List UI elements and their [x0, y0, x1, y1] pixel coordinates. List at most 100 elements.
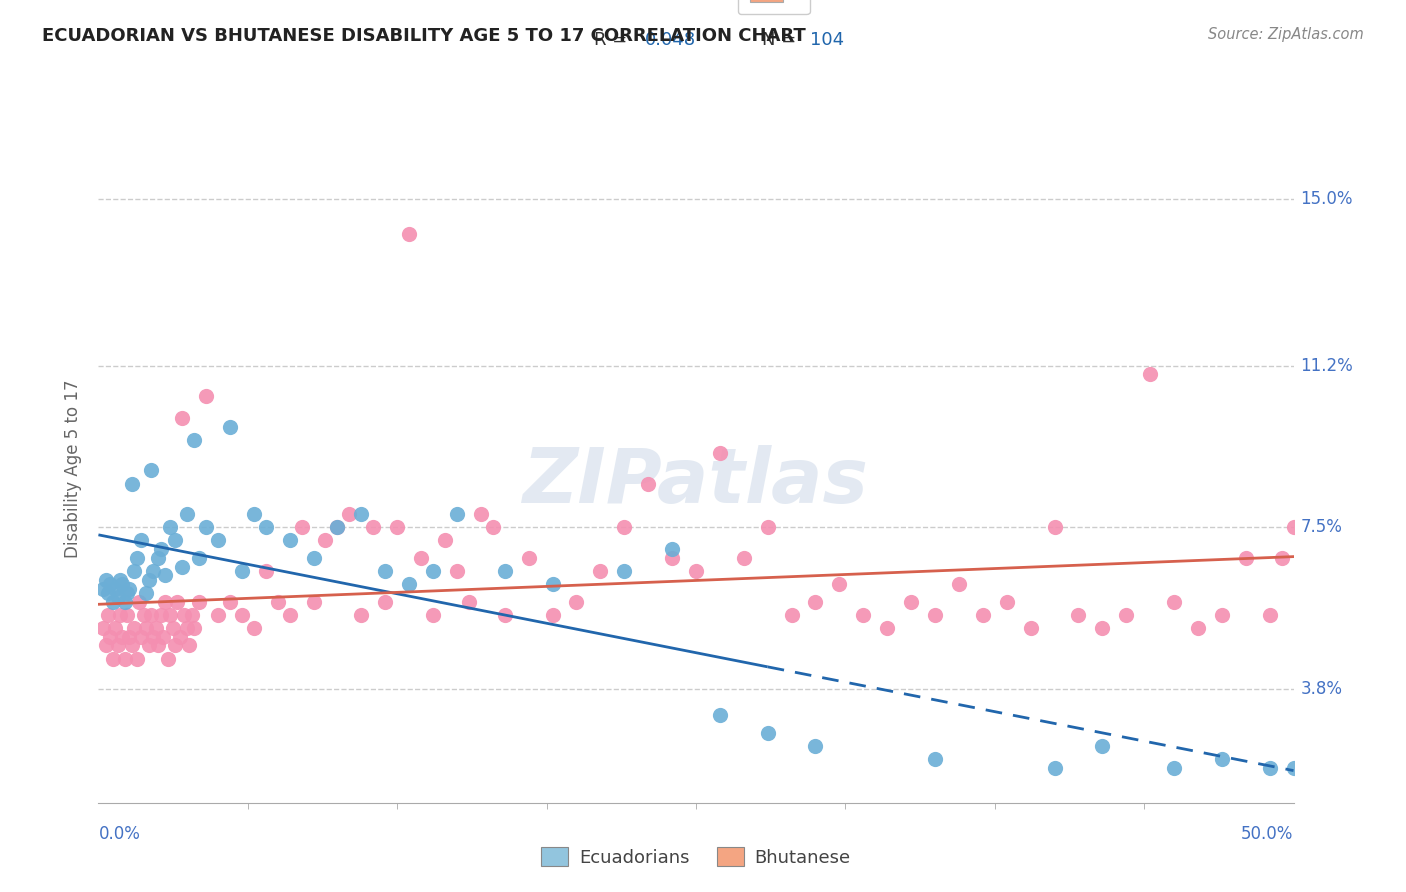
Point	[172, 559, 194, 574]
Point	[876, 621, 898, 635]
Point	[145, 621, 167, 635]
Point	[613, 520, 636, 534]
Point	[1139, 368, 1161, 382]
Point	[685, 564, 707, 578]
Point	[780, 607, 803, 622]
Point	[398, 577, 420, 591]
Point	[107, 591, 129, 605]
Point	[1258, 607, 1281, 622]
Point	[457, 595, 479, 609]
Point	[1234, 550, 1257, 565]
Point	[194, 389, 217, 403]
Point	[350, 607, 373, 622]
Point	[1067, 607, 1090, 622]
Point	[661, 550, 683, 565]
Point	[187, 550, 209, 565]
Point	[326, 520, 349, 534]
Point	[159, 520, 181, 534]
Point	[254, 564, 277, 578]
Point	[804, 739, 827, 753]
Point	[374, 595, 396, 609]
Point	[517, 550, 540, 565]
Point	[374, 564, 396, 578]
Point	[219, 595, 242, 609]
Point	[337, 507, 360, 521]
Point	[1019, 621, 1042, 635]
Point	[98, 577, 122, 591]
Point	[131, 630, 153, 644]
Point	[1271, 550, 1294, 565]
Point	[231, 607, 253, 622]
Point	[163, 639, 186, 653]
Point	[107, 639, 129, 653]
Point	[207, 607, 229, 622]
Point	[1187, 621, 1209, 635]
Point	[139, 607, 162, 622]
Point	[135, 621, 157, 635]
Point	[111, 577, 134, 591]
Point	[828, 577, 851, 591]
Point	[94, 573, 117, 587]
Point	[219, 419, 242, 434]
Point	[207, 533, 229, 548]
Point	[97, 586, 120, 600]
Point	[114, 595, 136, 609]
Point	[1115, 607, 1137, 622]
Point	[139, 463, 162, 477]
Point	[900, 595, 922, 609]
Text: Source: ZipAtlas.com: Source: ZipAtlas.com	[1208, 27, 1364, 42]
Point	[242, 621, 264, 635]
Point	[104, 582, 127, 596]
Point	[278, 533, 301, 548]
Point	[1211, 752, 1233, 766]
Point	[481, 520, 505, 534]
Point	[661, 542, 683, 557]
Point	[94, 639, 117, 653]
Point	[156, 651, 179, 665]
Point	[302, 595, 325, 609]
Point	[1163, 761, 1185, 775]
Point	[733, 550, 755, 565]
Text: ZIPatlas: ZIPatlas	[523, 445, 869, 518]
Point	[166, 595, 188, 609]
Text: R =: R =	[595, 31, 633, 49]
Point	[148, 639, 170, 653]
Point	[1282, 761, 1305, 775]
Point	[131, 533, 153, 548]
Text: 11.2%: 11.2%	[1301, 357, 1354, 375]
Legend: Ecuadorians, Bhutanese: Ecuadorians, Bhutanese	[534, 840, 858, 874]
Point	[411, 550, 433, 565]
Point	[101, 651, 124, 665]
Point	[125, 651, 148, 665]
Point	[118, 630, 141, 644]
Point	[162, 621, 184, 635]
Point	[115, 586, 138, 600]
Point	[172, 411, 194, 425]
Point	[363, 520, 385, 534]
Point	[267, 595, 290, 609]
Point	[91, 621, 114, 635]
Point	[148, 550, 170, 565]
Point	[972, 607, 994, 622]
Point	[97, 607, 120, 622]
Point	[1282, 520, 1305, 534]
Point	[111, 630, 134, 644]
Point	[98, 630, 122, 644]
Point	[124, 564, 146, 578]
Point	[179, 639, 201, 653]
Point	[1258, 761, 1281, 775]
Point	[385, 520, 409, 534]
Text: 15.0%: 15.0%	[1301, 190, 1353, 209]
Point	[114, 651, 136, 665]
Point	[350, 507, 373, 521]
Point	[1091, 621, 1114, 635]
Point	[709, 708, 731, 723]
Text: 3.8%: 3.8%	[1301, 680, 1343, 698]
Point	[115, 607, 138, 622]
Point	[149, 542, 172, 557]
Point	[138, 573, 160, 587]
Text: 7.5%: 7.5%	[1301, 518, 1343, 536]
Point	[541, 607, 564, 622]
Point	[155, 568, 177, 582]
Text: ECUADORIAN VS BHUTANESE DISABILITY AGE 5 TO 17 CORRELATION CHART: ECUADORIAN VS BHUTANESE DISABILITY AGE 5…	[42, 27, 806, 45]
